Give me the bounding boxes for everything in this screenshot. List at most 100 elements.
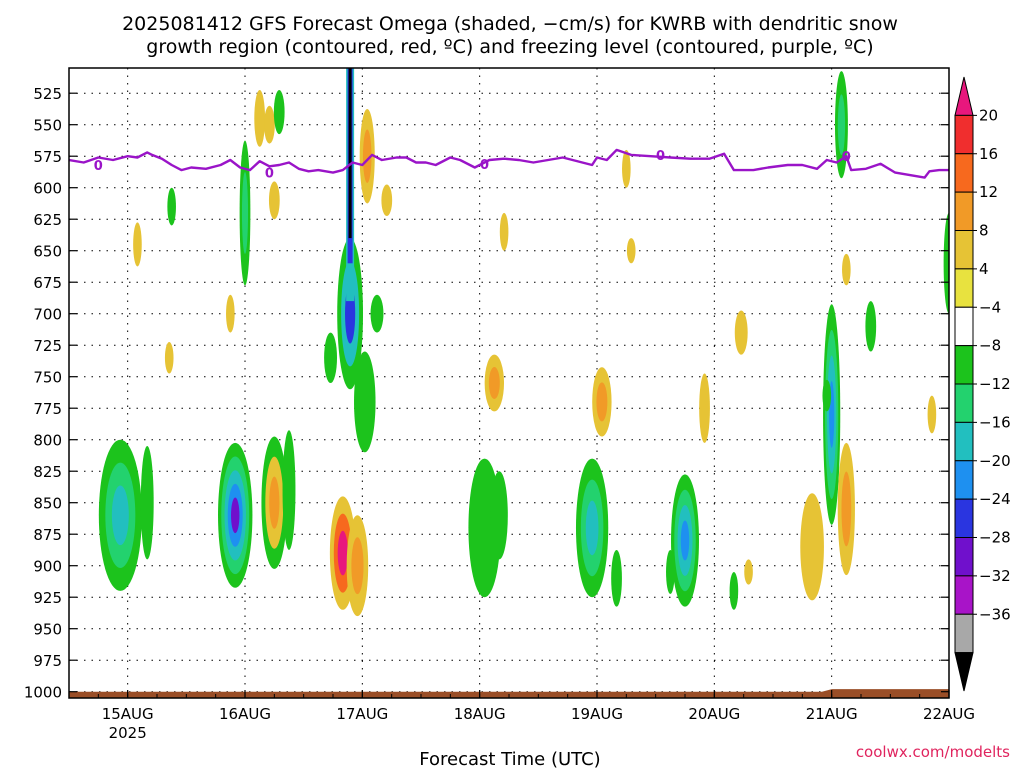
omega-cell bbox=[254, 90, 266, 147]
plot-background bbox=[69, 68, 949, 698]
omega-cell bbox=[490, 471, 508, 560]
colorbar-label: −36 bbox=[979, 605, 1011, 623]
y-tick-label: 975 bbox=[33, 652, 62, 670]
freezing-level-label: 0 bbox=[656, 149, 665, 164]
x-tick-label: 21AUG bbox=[806, 705, 858, 723]
freezing-level-label: 0 bbox=[265, 167, 274, 182]
y-tick-label: 925 bbox=[33, 589, 62, 607]
omega-cell bbox=[488, 366, 500, 400]
omega-cell bbox=[699, 373, 710, 443]
omega-cell bbox=[337, 530, 348, 576]
omega-shading bbox=[98, 68, 949, 617]
omega-cell bbox=[354, 351, 376, 453]
credit-link[interactable]: coolwx.com/modelts bbox=[856, 743, 1010, 761]
colorbar-label: −8 bbox=[979, 337, 1001, 355]
colorbar-swatch bbox=[954, 537, 974, 577]
y-tick-label: 650 bbox=[33, 243, 62, 261]
colorbar-swatch bbox=[954, 383, 974, 423]
y-tick-label: 550 bbox=[33, 117, 62, 135]
omega-cell bbox=[943, 212, 949, 314]
omega-cell bbox=[822, 379, 832, 412]
y-tick-label: 775 bbox=[33, 400, 62, 418]
omega-cell bbox=[273, 90, 285, 135]
colorbar-label: −16 bbox=[979, 413, 1011, 431]
y-tick-label: 1000 bbox=[24, 684, 62, 702]
omega-cell bbox=[324, 332, 338, 383]
colorbar-swatch bbox=[954, 153, 974, 193]
colorbar-label: −12 bbox=[979, 375, 1011, 393]
colorbar-top-arrow bbox=[954, 76, 974, 116]
omega-cell bbox=[282, 430, 296, 550]
omega-cell bbox=[734, 310, 748, 355]
omega-cell bbox=[800, 493, 824, 601]
omega-cell bbox=[264, 105, 275, 144]
colorbar-label: 12 bbox=[979, 183, 998, 201]
omega-cell bbox=[381, 184, 393, 217]
colorbar-label: −20 bbox=[979, 452, 1011, 470]
omega-cell bbox=[841, 471, 852, 547]
omega-cell bbox=[729, 572, 739, 610]
omega-cell bbox=[837, 94, 846, 155]
x-tick-sublabel: 2025 bbox=[109, 724, 147, 742]
omega-cell bbox=[611, 549, 622, 607]
x-tick-label: 15AUG bbox=[102, 705, 154, 723]
x-tick-label: 20AUG bbox=[688, 705, 740, 723]
x-tick-label: 18AUG bbox=[454, 705, 506, 723]
colorbar-label: −4 bbox=[979, 298, 1001, 316]
omega-cell bbox=[111, 485, 129, 546]
omega-cell bbox=[226, 294, 235, 333]
omega-cell bbox=[362, 129, 372, 183]
y-tick-label: 600 bbox=[33, 180, 62, 198]
omega-cell bbox=[596, 382, 608, 422]
y-tick-label: 875 bbox=[33, 526, 62, 544]
x-axis-label: Forecast Time (UTC) bbox=[419, 749, 600, 768]
colorbar-swatch bbox=[954, 460, 974, 500]
colorbar-label: 4 bbox=[979, 260, 989, 278]
y-axis: 525 550 575 600 625 650 675 700 725 750 775 800 825 8… bbox=[24, 85, 949, 702]
y-tick-label: 700 bbox=[33, 306, 62, 324]
terrain-layer bbox=[69, 689, 949, 698]
omega-cell bbox=[927, 395, 937, 434]
colorbar-label: 20 bbox=[979, 106, 998, 124]
y-tick-label: 825 bbox=[33, 463, 62, 481]
omega-cell bbox=[268, 181, 280, 220]
colorbar-label: 8 bbox=[979, 222, 989, 240]
omega-cell bbox=[370, 294, 384, 333]
omega-cell bbox=[622, 149, 631, 188]
colorbar-swatch bbox=[954, 230, 974, 270]
colorbar-label: 16 bbox=[979, 145, 998, 163]
colorbar: 20 16 12 8 4 −4 −8 −12 −16 −20 −24 −28 −32 −36 bbox=[954, 76, 1011, 692]
y-tick-label: 525 bbox=[33, 85, 62, 103]
chart-title-line1: 2025081412 GFS Forecast Omega (shaded, −… bbox=[122, 13, 898, 35]
omega-cell bbox=[269, 476, 280, 529]
colorbar-label: −24 bbox=[979, 490, 1011, 508]
omega-cell bbox=[666, 549, 675, 595]
y-tick-label: 725 bbox=[33, 337, 62, 355]
x-tick-label: 16AUG bbox=[219, 705, 271, 723]
colorbar-swatch bbox=[954, 114, 974, 155]
y-tick-label: 625 bbox=[33, 211, 62, 229]
omega-cell bbox=[585, 500, 599, 556]
colorbar-swatch bbox=[954, 575, 974, 615]
y-tick-label: 575 bbox=[33, 148, 62, 166]
y-tick-label: 750 bbox=[33, 369, 62, 387]
y-tick-label: 850 bbox=[33, 495, 62, 513]
y-tick-label: 800 bbox=[33, 432, 62, 450]
y-tick-label: 950 bbox=[33, 621, 62, 639]
omega-cell bbox=[744, 559, 753, 585]
freezing-level-layer: 0 0 0 0 0 bbox=[69, 148, 949, 182]
chart-title-line2: growth region (contoured, red, ºC) and f… bbox=[146, 36, 873, 58]
omega-cell bbox=[167, 187, 176, 226]
terrain bbox=[69, 689, 949, 698]
y-tick-label: 900 bbox=[33, 558, 62, 576]
omega-cell bbox=[133, 222, 142, 267]
omega-cell bbox=[231, 497, 240, 534]
omega-cell bbox=[241, 171, 249, 254]
omega-cell bbox=[680, 520, 690, 561]
x-tick-label: 22AUG bbox=[923, 705, 975, 723]
x-tick-label: 19AUG bbox=[571, 705, 623, 723]
colorbar-swatch bbox=[954, 498, 974, 538]
freezing-level-label: 0 bbox=[842, 150, 851, 165]
